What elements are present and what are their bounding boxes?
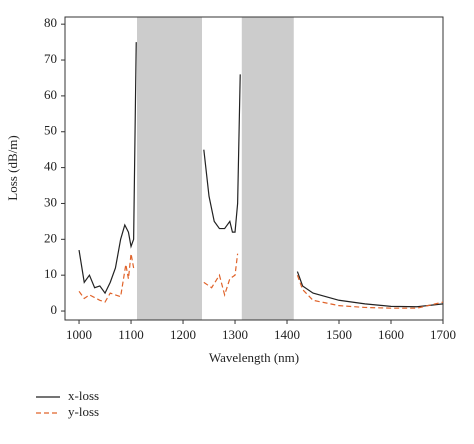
y-tick-label: 0 xyxy=(51,302,58,317)
plot-frame xyxy=(64,16,444,321)
x-tick-label: 1700 xyxy=(430,327,456,342)
series-line xyxy=(78,253,444,309)
legend-label: y-loss xyxy=(68,404,99,419)
y-tick-label: 20 xyxy=(44,230,57,245)
x-tick-label: 1400 xyxy=(274,327,300,342)
y-tick-label: 60 xyxy=(44,87,57,102)
x-tick-label: 1300 xyxy=(222,327,248,342)
legend-label: x-loss xyxy=(68,388,99,403)
y-tick-label: 30 xyxy=(44,194,57,209)
x-tick-label: 1600 xyxy=(378,327,404,342)
y-tick-label: 50 xyxy=(44,123,57,138)
series-line xyxy=(78,42,444,308)
shaded-region xyxy=(241,17,294,320)
x-tick-label: 1500 xyxy=(326,327,352,342)
y-tick-label: 40 xyxy=(44,159,57,174)
x-tick-label: 1000 xyxy=(66,327,92,342)
shaded-region xyxy=(137,17,203,320)
y-tick-label: 10 xyxy=(44,266,57,281)
x-tick-label: 1200 xyxy=(170,327,196,342)
x-tick-label: 1100 xyxy=(118,327,144,342)
y-tick-label: 80 xyxy=(44,15,57,30)
x-axis-label: Wavelength (nm) xyxy=(209,350,299,365)
y-tick-label: 70 xyxy=(44,51,57,66)
y-axis-label: Loss (dB/m) xyxy=(5,135,20,200)
